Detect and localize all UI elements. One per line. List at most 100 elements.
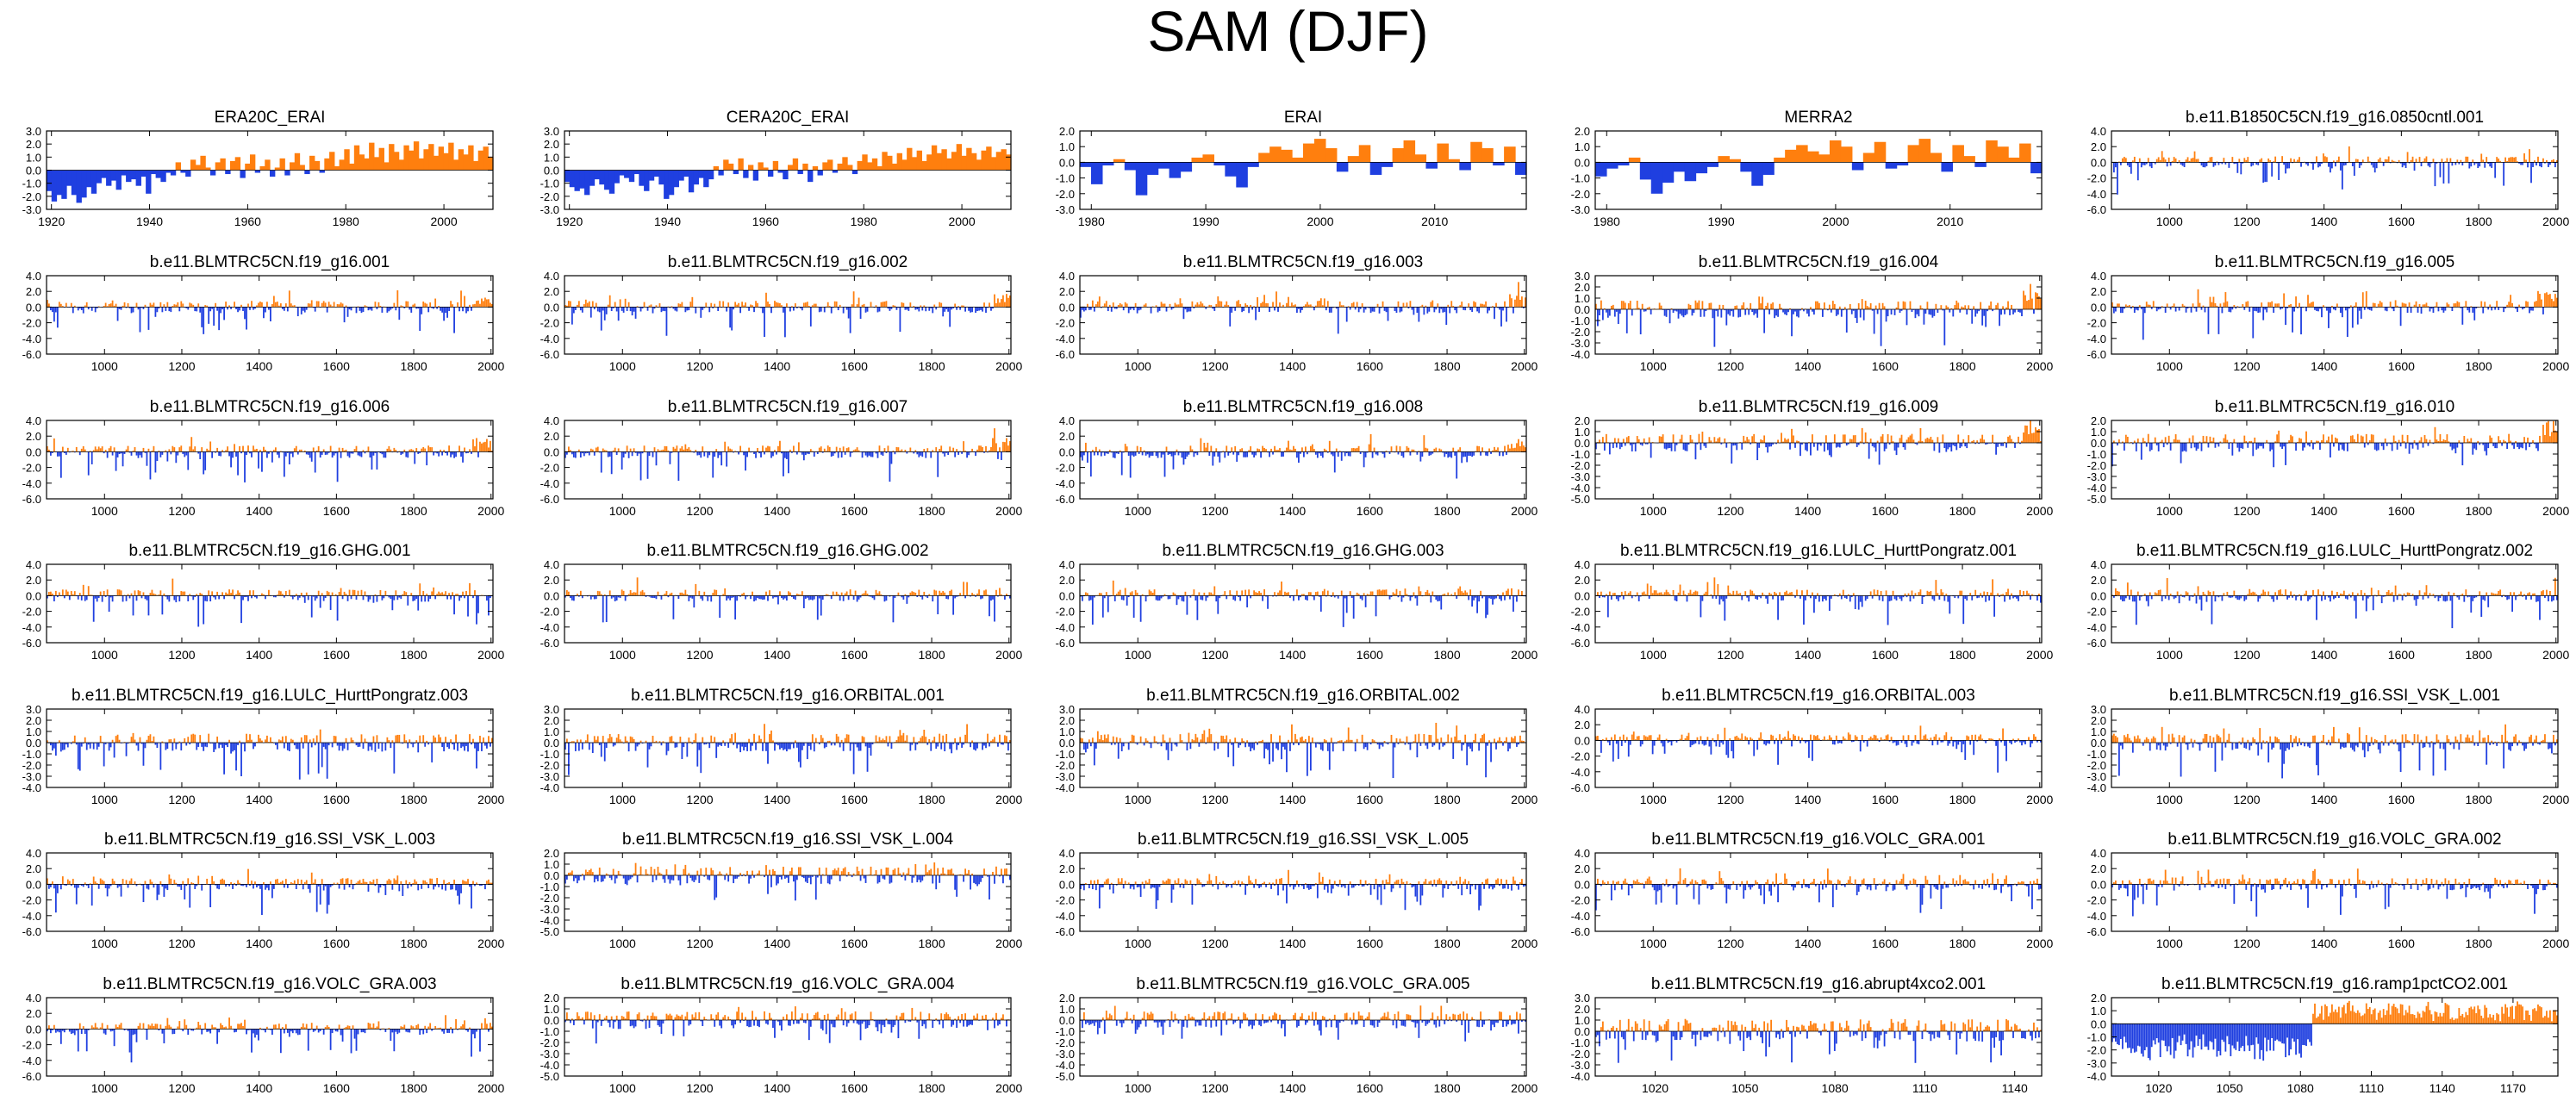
data-bar [1449,451,1450,457]
data-bar [673,447,675,452]
panel-title: b.e11.BLMTRC5CN.f19_g16.003 [1183,253,1423,271]
data-bar [2428,443,2429,446]
data-bar [717,307,719,311]
data-bar [1377,590,1379,596]
y-tick-label: -2.0 [1571,606,1590,619]
data-bar [1789,443,1791,450]
data-bar [1152,593,1154,595]
data-bar [190,437,192,451]
data-area [225,171,230,175]
data-bar [1812,309,1813,312]
data-bar [340,588,342,596]
data-bar [1157,451,1159,457]
data-bar [1860,595,1862,601]
data-bar [244,451,246,482]
data-bar [599,307,601,312]
data-bar [921,451,923,457]
data-bar [659,303,661,307]
data-bar [395,307,396,310]
data-bar [1862,428,1863,443]
data-bar [2405,162,2407,168]
data-bar [1331,307,1332,312]
data-area [419,159,424,171]
data-bar [1642,593,1644,596]
data-area [1974,162,1987,166]
data-bar [895,451,896,454]
data-bar [883,302,884,307]
data-area [1762,162,1775,175]
data-bar [2496,443,2498,448]
y-tick-label: 2.0 [26,138,41,151]
data-bar [1473,302,1475,308]
data-bar [2259,307,2261,312]
data-bar [1492,595,1494,604]
data-bar [1664,592,1666,595]
data-bar [86,302,88,308]
data-bar [590,307,592,317]
data-bar [1700,595,1702,617]
data-bar [1935,304,1937,309]
data-bar [1372,451,1374,457]
data-area [136,171,141,186]
data-bar [592,302,594,308]
data-bar [703,592,705,596]
data-bar [2333,307,2335,309]
data-bar [1263,295,1265,307]
data-bar [663,307,664,310]
data-bar [601,307,602,330]
data-bar [928,307,930,310]
data-area [1707,162,1719,166]
panel-20: b.e11.BLMTRC5CN.f19_g16.LULC_HurttPongra… [2087,542,2570,662]
data-bar [1659,302,1661,309]
data-bar [340,302,342,307]
data-bar [589,302,590,308]
data-bar [1725,309,1727,326]
data-bar [1943,443,1945,448]
data-bar [60,304,62,308]
data-bar [221,592,223,595]
data-bar [1855,435,1856,443]
data-bar [180,302,182,308]
data-bar [1187,307,1188,312]
data-bar [2127,582,2129,595]
data-bar [1241,590,1243,595]
data-bar [857,447,858,451]
data-bar [2424,159,2426,163]
data-bar [347,451,349,456]
data-bar [2482,307,2484,313]
data-bar [1438,595,1440,600]
data-bar [2293,307,2295,311]
data-bar [884,595,886,601]
data-bar [2348,146,2350,162]
data-bar [2011,594,2012,596]
x-tick-label: 1980 [851,215,877,228]
data-bar [872,595,874,598]
x-tick-label: 2000 [430,215,457,228]
data-area [649,171,654,181]
data-bar [1765,306,1767,309]
data-bar [1159,307,1161,310]
data-bar [1201,303,1203,307]
x-tick-label: 1800 [1949,648,1975,662]
data-bar [1867,595,1868,599]
data-bar [827,445,829,451]
data-bar [1437,595,1438,601]
data-bar [464,296,465,308]
data-bar [178,307,180,311]
data-bar [637,577,639,595]
data-bar [377,451,378,470]
data-bar [434,299,436,308]
data-bar [2222,595,2224,600]
data-bar [635,307,637,319]
data-bar [2274,157,2276,163]
data-bar [1307,451,1308,454]
data-bar [1413,307,1415,314]
data-bar [1905,443,1906,450]
data-bar [1279,302,1281,307]
data-bar [1121,595,1123,600]
data-area [1952,145,1964,162]
data-bar [628,302,630,308]
data-bar [1087,451,1088,463]
data-bar [230,451,232,467]
data-bar [1094,307,1095,311]
